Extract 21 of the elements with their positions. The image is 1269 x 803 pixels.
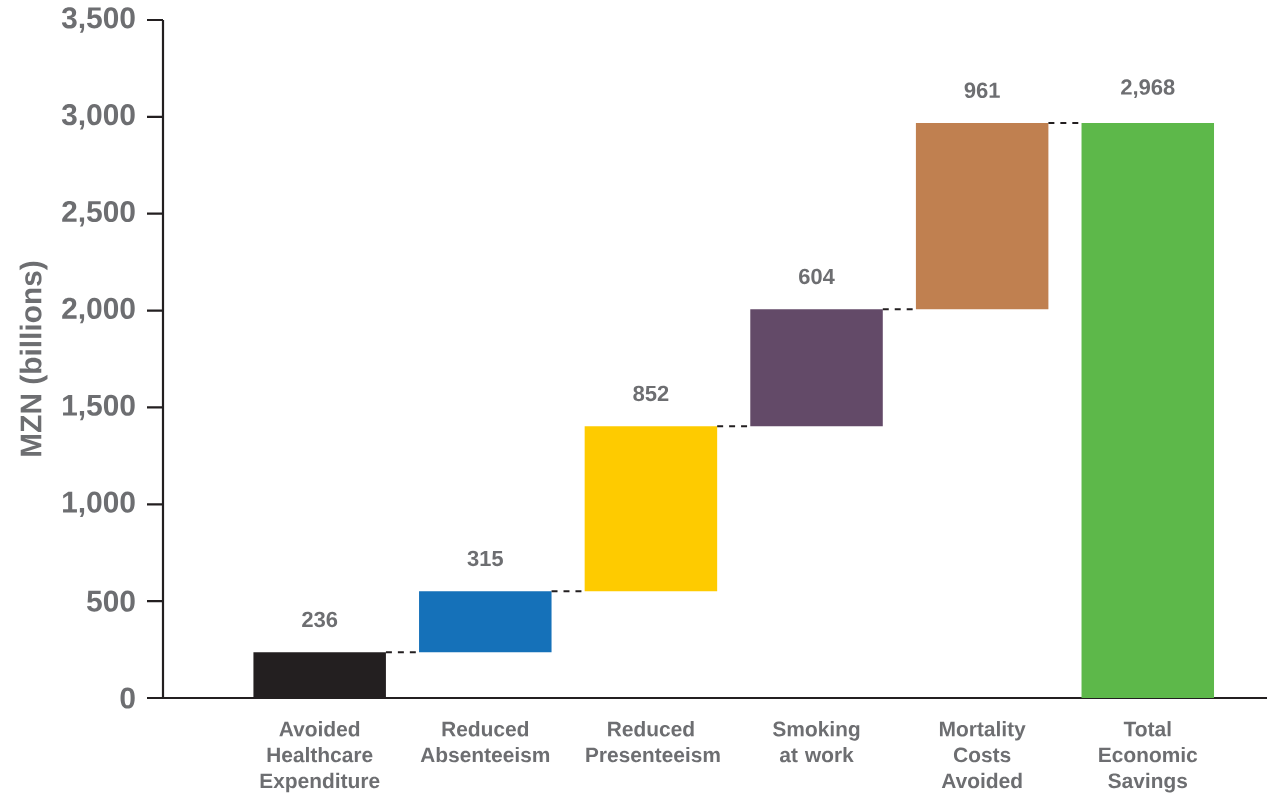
data-label: 315: [467, 550, 503, 567]
x-tick-label: Total Economic Savings: [1099, 721, 1198, 793]
y-tick-label: 2,000: [62, 297, 135, 324]
data-label: 961: [964, 82, 1000, 99]
data-label: 604: [799, 268, 835, 285]
y-axis-title: MZN (billions): [19, 261, 48, 456]
x-tick-label: Mortality Costs Avoided: [939, 721, 1026, 789]
x-tick-label: Reduced Presenteeism: [586, 721, 720, 763]
data-label: 2,968: [1121, 79, 1175, 99]
x-tick-label: Avoided Healthcare Expenditure: [260, 721, 380, 793]
y-tick-label: 1,000: [63, 491, 135, 518]
data-label: 852: [633, 385, 669, 402]
y-tick-label: 500: [87, 590, 135, 612]
data-label: 236: [302, 611, 338, 628]
x-tick-label: Smoking at work: [772, 721, 860, 763]
y-tick-label: 2,500: [62, 200, 135, 227]
y-tick-label: 3,500: [61, 7, 135, 33]
y-tick-label: 1,500: [63, 394, 135, 421]
y-tick-label: 0: [120, 687, 135, 709]
y-tick-label: 3,000: [61, 104, 135, 130]
x-tick-label: Reduced Absenteeism: [420, 721, 550, 763]
